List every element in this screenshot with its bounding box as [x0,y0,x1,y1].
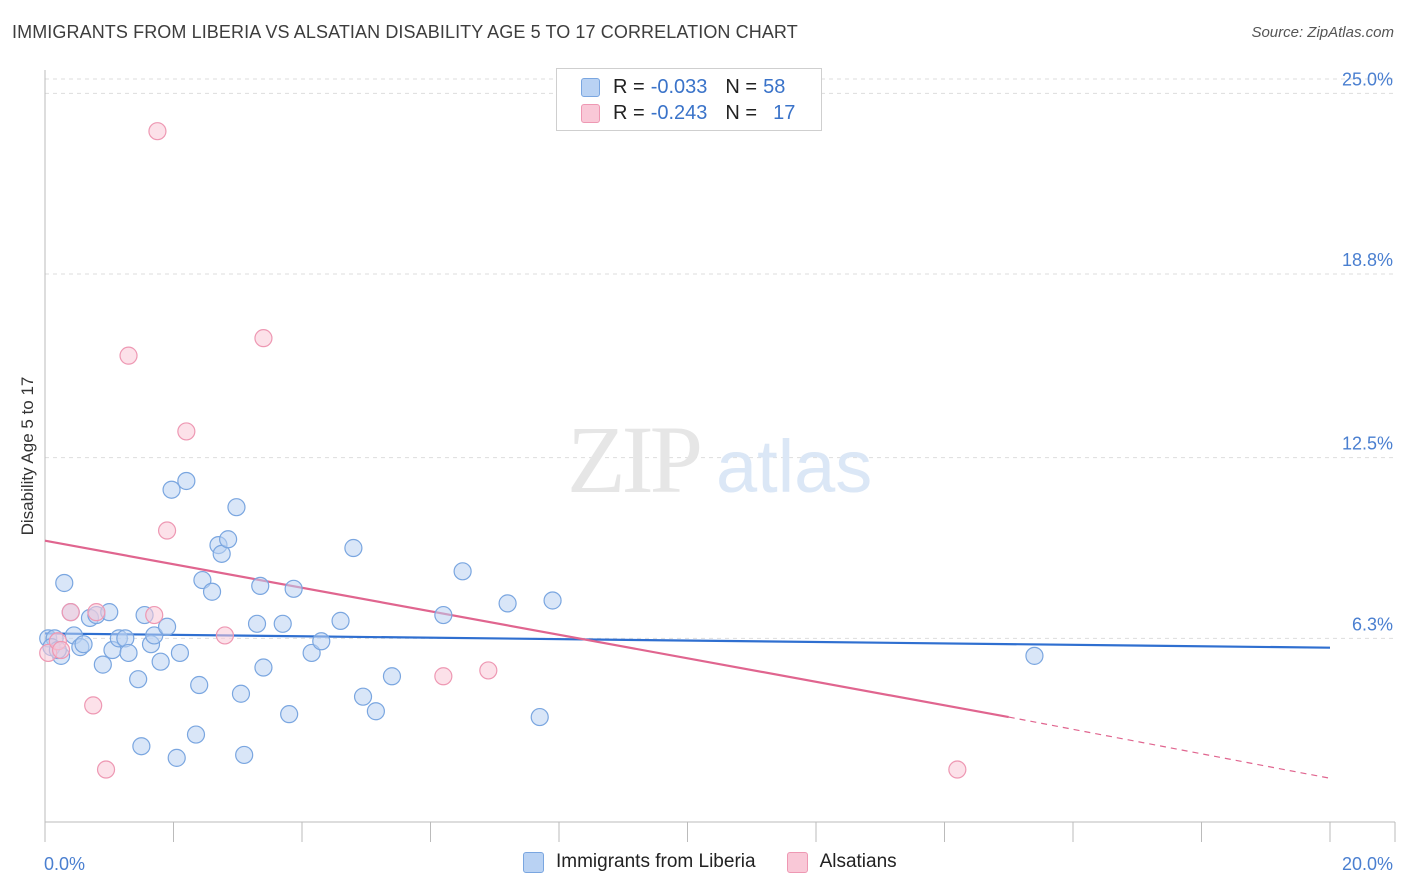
legend-n-value: 58 [763,75,786,98]
liberia-point [344,538,363,558]
liberia-point [151,652,170,671]
alsatian-point [119,346,138,365]
series-legend: Immigrants from Liberia Alsatians [523,851,928,873]
legend-r-value: -0.243 [650,101,708,124]
liberia-point [162,480,181,499]
point-layer [39,122,1044,779]
y-axis-title: Disability Age 5 to 17 [18,376,37,536]
trend-layer [44,539,1331,779]
series-legend-label: Alsatians [819,851,897,872]
y-tick-label: 12.5% [1342,434,1393,454]
series-legend-alsatians[interactable]: Alsatians [786,851,897,873]
legend-row-alsatians: R = -0.243 N = 17 [581,100,795,126]
liberia-point [231,684,251,703]
legend-r-value: -0.033 [650,75,708,98]
liberia-point [186,725,206,744]
legend-n-label: N = [725,101,758,124]
alsatian-point [96,760,116,779]
legend-swatch-blue [581,77,600,97]
axis-layer [44,70,1396,842]
stats-legend: R = -0.033 N = 58 R = -0.243 N = 17 [556,68,822,131]
liberia-point [273,614,292,633]
grid-layer [45,78,1395,639]
alsatian-point [948,760,967,779]
liberia-point [74,635,93,654]
x-tick-label: 0.0% [44,854,85,874]
liberia-point [353,687,373,706]
liberia-point [129,670,148,689]
liberia-point [453,562,472,581]
liberia-point [167,748,186,767]
liberia-point [254,658,273,677]
liberia-point [145,626,164,645]
liberia-point [331,611,350,630]
alsatian-trendline-extension [1008,716,1331,779]
liberia-point [247,614,267,633]
legend-swatch-pink [786,851,808,873]
legend-row-liberia: R = -0.033 N = 58 [581,74,785,100]
liberia-point [55,573,74,593]
alsatian-point [215,626,234,645]
alsatian-point [254,329,273,348]
liberia-point [219,530,238,549]
liberia-point [1025,646,1044,665]
alsatian-point [434,667,453,686]
liberia-point [227,498,246,517]
liberia-point [235,745,254,765]
watermark: ZIP atlas [567,406,872,513]
liberia-point [530,707,549,727]
tick-label-layer: 6.3% 12.5% 18.8% 25.0% 0.0% 20.0% [44,69,1393,874]
liberia-point [202,582,222,601]
liberia-point [119,643,138,663]
alsatian-point [145,605,164,625]
legend-swatch-pink [581,103,600,123]
series-legend-liberia[interactable]: Immigrants from Liberia [523,851,756,873]
liberia-point [543,591,562,610]
liberia-point [193,570,212,590]
watermark-zip: ZIP [567,406,700,513]
alsatian-point [479,661,498,680]
x-tick-label: 20.0% [1342,854,1393,874]
alsatian-point [157,521,177,540]
y-tick-label: 25.0% [1342,69,1393,89]
liberia-trendline [44,632,1331,649]
alsatian-point [84,696,103,715]
alsatian-point [51,640,71,660]
liberia-point [312,632,331,651]
liberia-point [498,594,517,613]
liberia-point [251,576,270,596]
liberia-point [280,705,299,724]
liberia-point [302,643,321,663]
liberia-point [190,675,209,695]
liberia-point [366,702,385,721]
legend-swatch-blue [523,851,544,873]
liberia-point [177,471,196,491]
liberia-point [170,643,190,663]
liberia-point [132,737,151,756]
alsatian-point [87,603,106,622]
liberia-point [284,579,303,598]
alsatian-trendline [44,539,1009,719]
y-tick-label: 6.3% [1352,614,1393,634]
liberia-point [434,605,453,625]
watermark-atlas: atlas [716,425,872,508]
alsatian-point [177,422,196,441]
liberia-point [93,655,112,674]
liberia-point [382,667,402,686]
source-label: Source: ZipAtlas.com [1251,24,1394,41]
legend-n-label: N = [725,75,758,98]
liberia-point [157,617,177,636]
chart-title: IMMIGRANTS FROM LIBERIA VS ALSATIAN DISA… [12,22,798,42]
legend-r-label: R = [613,101,645,124]
legend-n-value: 17 [773,101,796,124]
legend-r-label: R = [613,75,645,98]
alsatian-point [61,603,80,622]
series-legend-label: Immigrants from Liberia [556,851,756,872]
alsatian-point [148,122,167,141]
y-tick-label: 18.8% [1342,250,1393,270]
